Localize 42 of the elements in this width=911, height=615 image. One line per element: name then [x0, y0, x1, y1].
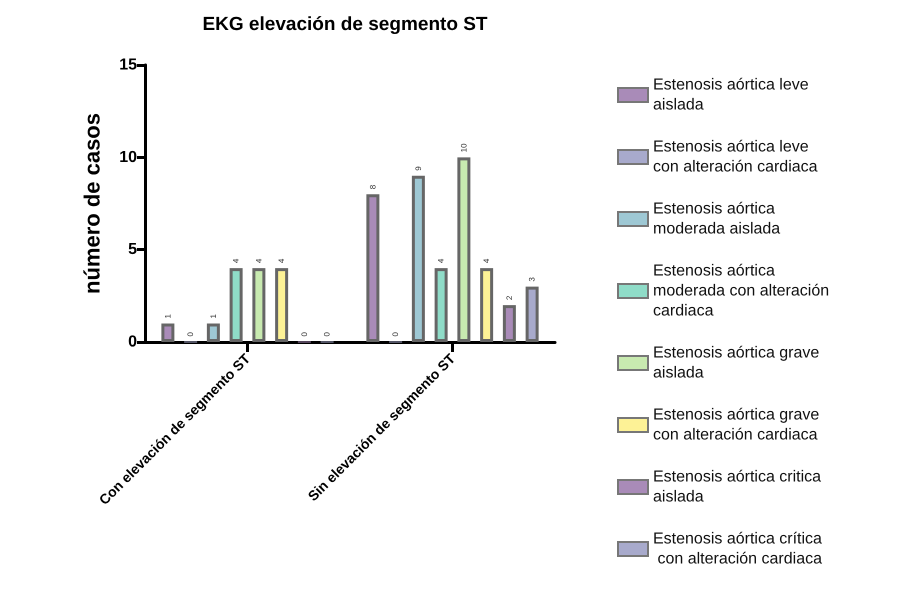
data-label: 2 [504, 295, 514, 300]
legend-label: Estenosis aórtica grave aislada [653, 344, 824, 382]
data-label: 3 [528, 276, 537, 282]
data-label: 1 [163, 314, 172, 319]
bar [230, 268, 243, 342]
data-label: 10 [459, 142, 468, 152]
data-label: 8 [368, 184, 378, 190]
data-label: 4 [482, 258, 492, 264]
legend-label: Estenosis aórtica grave con alteración cardiaca [653, 406, 824, 444]
data-label: 0 [322, 332, 332, 336]
bar [275, 268, 288, 342]
bar [502, 305, 516, 342]
data-label: 0 [391, 332, 400, 336]
data-label: 4 [436, 258, 446, 264]
data-label: 4 [254, 258, 264, 264]
bar [252, 268, 266, 342]
bar [412, 176, 425, 342]
bar [434, 268, 448, 342]
data-label: 9 [414, 166, 423, 171]
bar [457, 157, 470, 342]
chart-title: EKG elevación de segmento ST [202, 14, 488, 35]
data-label: 0 [300, 332, 309, 336]
legend-label: Estenosis aórtica moderada con alteración cardiaca [653, 262, 834, 320]
y-tick-label: 15 [119, 56, 138, 74]
y-axis-title: número de casos [80, 113, 104, 294]
bar [161, 324, 174, 342]
legend-label: Estenosis aórtica leve aislada [653, 76, 814, 114]
legend-label: Estenosis aórtica moderada aislada [653, 200, 780, 238]
legend-label: Estenosis aórtica critica aislada [653, 468, 826, 506]
data-label: 1 [208, 314, 218, 319]
y-tick-label: 0 [128, 334, 138, 350]
bar [480, 268, 494, 342]
legend-label: Estenosis aórtica crítica con alteración cardiaca [653, 530, 822, 568]
bar [526, 286, 539, 342]
data-label: 0 [186, 332, 196, 336]
data-label: 4 [232, 258, 241, 264]
bar [206, 324, 220, 342]
y-tick-label: 10 [119, 148, 138, 166]
y-tick-label: 5 [128, 241, 138, 258]
legend-label: Estenosis aórtica leve con alteración cardiaca [653, 138, 818, 176]
bar [366, 194, 380, 342]
data-label: 4 [277, 258, 286, 264]
